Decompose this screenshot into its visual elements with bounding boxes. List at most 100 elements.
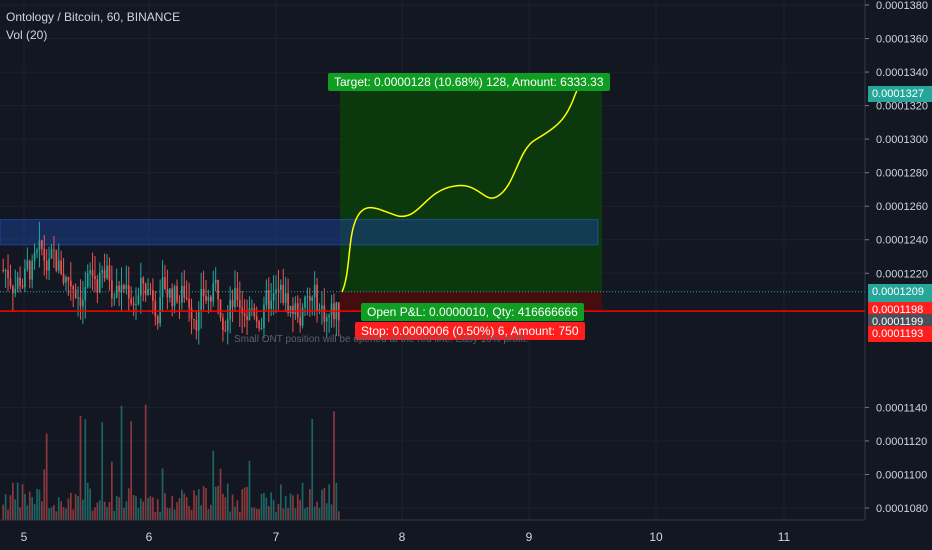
candle-body <box>82 300 84 307</box>
volume-bar <box>168 508 171 520</box>
volume-bar <box>4 494 7 520</box>
volume-bar <box>50 507 53 520</box>
candle-body <box>123 285 125 289</box>
candle-body <box>234 288 236 307</box>
volume-bar <box>335 482 338 520</box>
volume-bar <box>234 506 236 520</box>
candle-body <box>55 250 58 271</box>
candle-body <box>258 321 260 329</box>
candle-body <box>292 305 294 315</box>
volume-bar <box>12 482 14 520</box>
candle-body <box>282 284 285 303</box>
volume-bar <box>84 419 87 520</box>
volume-bar <box>333 411 335 520</box>
volume-bar <box>118 497 120 520</box>
candle-body <box>308 296 311 301</box>
volume-indicator-label[interactable]: Vol (20) <box>6 28 48 42</box>
volume-bar <box>96 502 99 520</box>
candle-body <box>156 316 159 324</box>
volume-bar <box>31 497 34 520</box>
candle-body <box>166 288 169 298</box>
volume-bar <box>28 491 31 520</box>
price-tick-label: 0.0001300 <box>876 134 928 146</box>
volume-bar <box>277 504 280 520</box>
volume-bar <box>280 484 282 520</box>
candle-body <box>113 297 116 299</box>
price-tick-label: 0.0001340 <box>876 67 928 79</box>
volume-bar <box>222 493 224 520</box>
volume-bar <box>45 433 48 520</box>
candle-body <box>94 275 96 280</box>
candle-body <box>205 295 207 301</box>
candle-body <box>2 269 5 271</box>
candle-body <box>265 290 268 305</box>
candle-body <box>142 277 145 284</box>
volume-bar <box>103 501 106 520</box>
volume-bar <box>287 507 289 520</box>
volume-bar <box>79 415 82 520</box>
candle-body <box>79 297 82 307</box>
price-tick-label: 0.0001260 <box>876 201 928 213</box>
candle-body <box>12 285 14 294</box>
candle-body <box>103 270 106 279</box>
volume-bar <box>301 482 304 520</box>
candle-body <box>154 300 157 317</box>
candle-body <box>197 309 200 331</box>
candle-body <box>246 315 248 320</box>
volume-bar <box>304 508 306 520</box>
volume-bar <box>183 493 186 520</box>
candle-body <box>185 297 188 299</box>
candle-body <box>77 297 79 299</box>
volume-bar <box>101 422 104 520</box>
candle-body <box>50 249 53 259</box>
volume-bar <box>82 499 84 520</box>
open-pnl-label: Open P&L: 0.0000010, Qty: 416666666 <box>361 303 584 321</box>
volume-bar <box>24 493 26 520</box>
symbol-title: Ontology / Bitcoin, 60, BINANCE <box>6 10 181 24</box>
volume-bar <box>188 505 190 520</box>
volume-bar <box>328 484 330 520</box>
volume-bar <box>231 494 234 520</box>
volume-bar <box>130 421 133 520</box>
volume-bar <box>323 488 326 520</box>
candle-body <box>67 276 70 281</box>
candle-body <box>53 249 55 251</box>
candle-body <box>270 300 273 309</box>
candle-body <box>127 285 130 299</box>
time-tick-label: 10 <box>649 530 663 544</box>
candle-body <box>130 298 133 304</box>
volume-bar <box>53 505 55 520</box>
candle-body <box>86 273 89 288</box>
volume-bar <box>316 501 318 520</box>
candle-body <box>65 276 67 283</box>
candle-body <box>96 279 99 293</box>
candle-body <box>24 268 26 288</box>
candle-body <box>289 305 292 314</box>
volume-bar <box>137 507 140 520</box>
volume-bar <box>224 497 227 520</box>
volume-bar <box>91 510 94 520</box>
volume-bar <box>284 495 287 520</box>
candle-body <box>139 277 142 296</box>
candle-body <box>28 260 31 280</box>
volume-bar <box>36 489 38 520</box>
candle-body <box>248 308 251 320</box>
candle-body <box>108 265 111 281</box>
volume-bar <box>258 509 260 520</box>
volume-bar <box>62 507 65 520</box>
price-axis-label: 0.0001327 <box>868 85 932 102</box>
volume-bar <box>159 511 161 520</box>
candle-body <box>328 315 330 318</box>
volume-bar <box>94 507 96 520</box>
time-tick-label: 11 <box>778 530 791 544</box>
candle-body <box>14 288 17 294</box>
volume-bar <box>181 489 183 520</box>
candle-body <box>111 280 113 299</box>
volume-bar <box>142 501 145 520</box>
candle-body <box>207 296 210 301</box>
candle-body <box>219 299 222 318</box>
volume-bar <box>21 484 24 520</box>
volume-bar <box>115 495 118 520</box>
candle-body <box>38 240 41 251</box>
